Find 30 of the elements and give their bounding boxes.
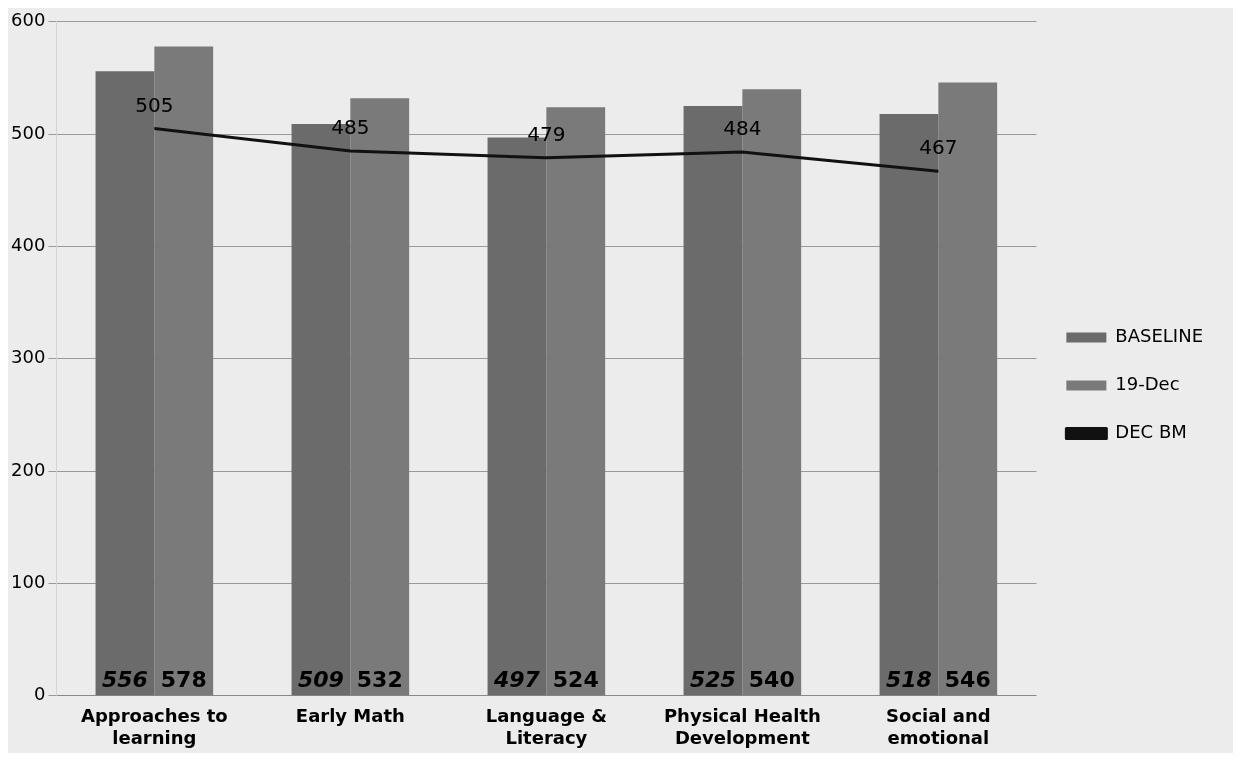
legend-label: 19-Dec — [1115, 373, 1180, 395]
data-label: 525 — [689, 666, 736, 692]
data-label: 497 — [492, 666, 541, 692]
y-tick-label: 500 — [11, 121, 46, 143]
data-label: 524 — [552, 666, 599, 692]
data-label: 556 — [101, 666, 148, 692]
data-label: 484 — [723, 116, 762, 141]
x-tick-label: Physical Health Development — [663, 705, 821, 748]
x-tick-label: Language & Literacy — [485, 705, 608, 748]
data-label: 546 — [944, 666, 991, 692]
x-tick-label: Early Math — [295, 705, 405, 727]
y-tick-label: 600 — [11, 9, 46, 31]
y-tick-label: 200 — [11, 458, 46, 480]
data-label: 578 — [160, 666, 207, 692]
y-tick-label: 400 — [11, 234, 46, 256]
data-label: 505 — [135, 92, 174, 117]
data-label: 518 — [885, 666, 932, 692]
data-label: 485 — [331, 115, 370, 140]
y-tick-label: 100 — [11, 571, 46, 593]
data-label: 540 — [748, 666, 795, 692]
data-label: 532 — [356, 666, 403, 692]
data-label: 509 — [297, 666, 344, 692]
y-tick-label: 0 — [33, 683, 46, 705]
legend-label: BASELINE — [1115, 325, 1203, 347]
y-tick-label: 300 — [11, 346, 46, 368]
legend-label: DEC BM — [1115, 421, 1187, 443]
data-label: 467 — [919, 135, 958, 160]
x-tick-label: Approaches to learning — [80, 705, 228, 748]
data-label: 479 — [527, 121, 566, 146]
x-tick-label: Social and emotional — [886, 705, 991, 748]
